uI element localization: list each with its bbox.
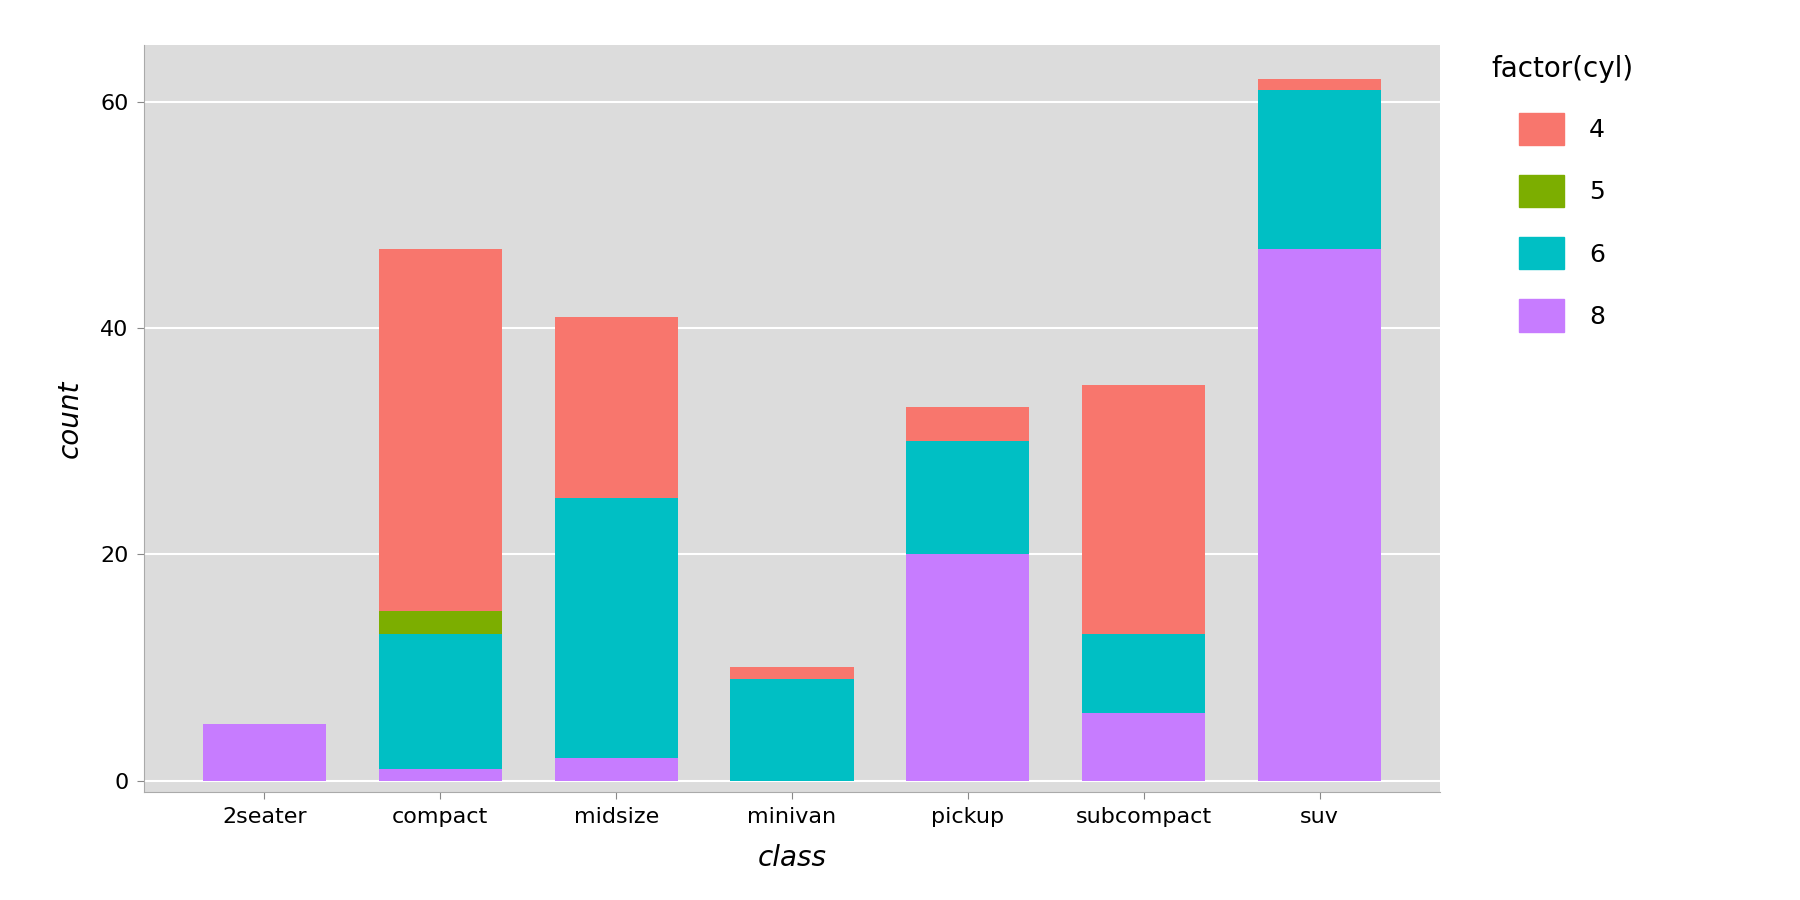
X-axis label: class: class: [758, 844, 826, 872]
Bar: [731, 679, 853, 780]
Bar: [1082, 713, 1206, 780]
Bar: [554, 498, 677, 758]
Bar: [907, 554, 1030, 780]
Bar: [378, 611, 502, 634]
Bar: [378, 248, 502, 611]
Bar: [1258, 90, 1381, 248]
Bar: [554, 758, 677, 780]
Legend: 4, 5, 6, 8: 4, 5, 6, 8: [1478, 42, 1645, 344]
Bar: [1082, 634, 1206, 713]
Bar: [907, 441, 1030, 554]
Bar: [1258, 248, 1381, 780]
Bar: [203, 724, 326, 780]
Bar: [731, 668, 853, 679]
Bar: [554, 317, 677, 498]
Bar: [1258, 79, 1381, 90]
Bar: [907, 407, 1030, 441]
Bar: [378, 770, 502, 780]
Bar: [378, 634, 502, 770]
Y-axis label: count: count: [56, 379, 83, 458]
Bar: [1082, 384, 1206, 634]
